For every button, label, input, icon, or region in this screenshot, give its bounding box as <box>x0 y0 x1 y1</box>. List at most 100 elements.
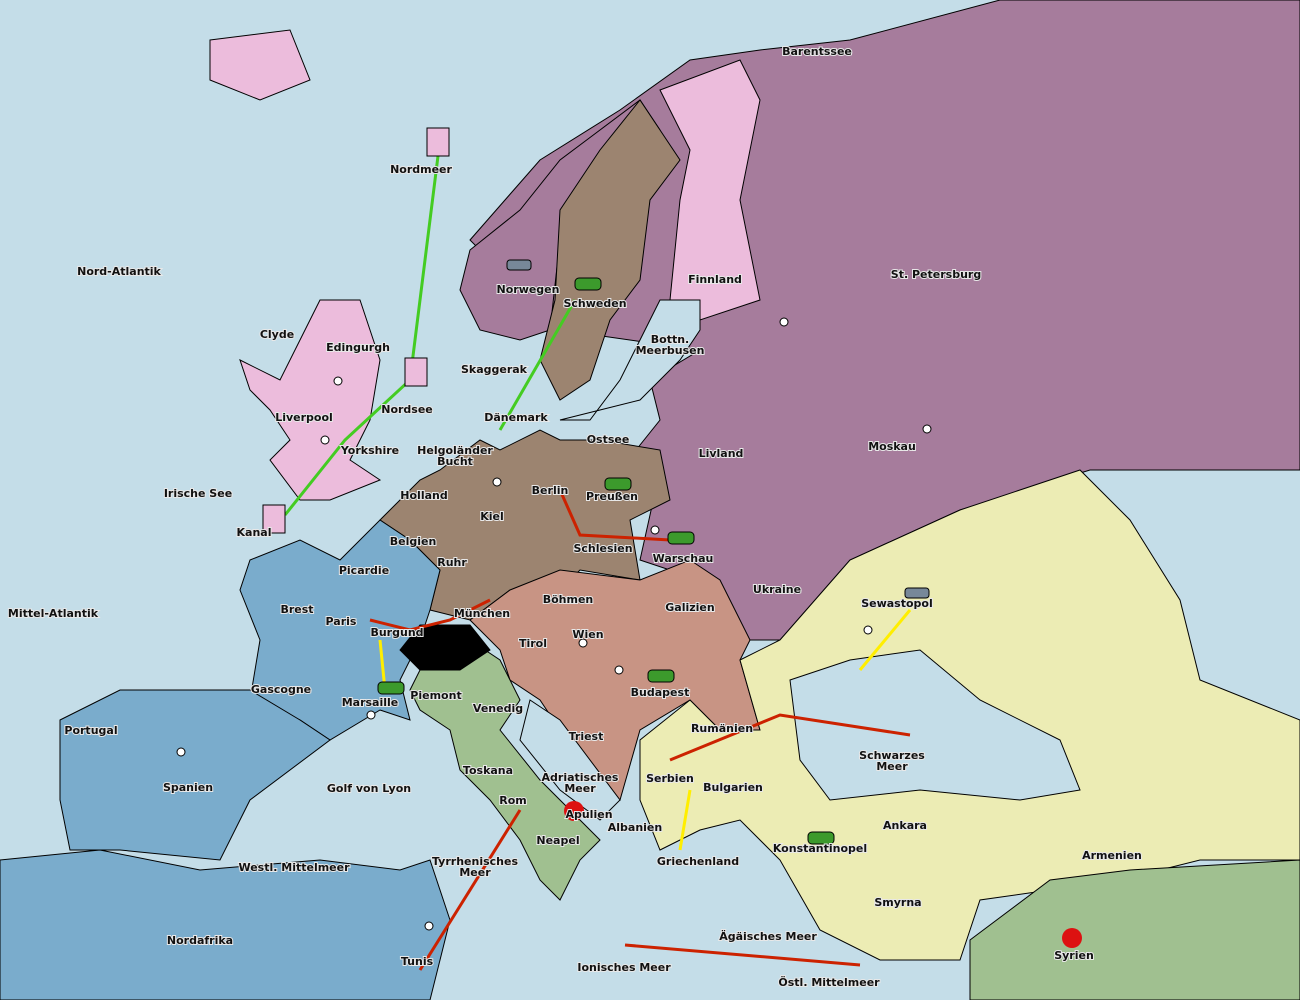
schwarzes-meer <box>789 649 1081 801</box>
region-label: Rumänien <box>691 722 753 735</box>
region-label: Yorkshire <box>340 444 399 457</box>
region-label: Kiel <box>480 510 504 523</box>
region-label: Smyrna <box>874 896 921 909</box>
region-label: Bucht <box>437 455 473 468</box>
order-line <box>283 139 442 516</box>
order-line <box>558 489 671 542</box>
region-label: Meer <box>876 760 908 773</box>
region-label: Gascogne <box>251 683 311 696</box>
army <box>667 531 695 545</box>
region-label: Kanal <box>237 526 272 539</box>
supply-center <box>922 424 932 434</box>
region-label: Preußen <box>586 490 638 503</box>
region-label: Budapest <box>631 686 690 699</box>
syrien <box>969 859 1300 1000</box>
region-label: Skaggerak <box>461 363 528 376</box>
region-label: Edingurgh <box>326 341 390 354</box>
army <box>574 277 602 291</box>
region-label: Meer <box>459 866 491 879</box>
region-label: Liverpool <box>275 411 333 424</box>
region-label: St. Petersburg <box>891 268 981 281</box>
italien <box>409 639 601 901</box>
order-line <box>678 789 692 851</box>
fleet <box>506 259 532 271</box>
region-label: Paris <box>326 615 357 628</box>
region-label: Berlin <box>532 484 569 497</box>
region-label: Triest <box>569 730 604 743</box>
region-label: Venedig <box>473 702 523 715</box>
england <box>239 299 382 501</box>
region-label: Schweden <box>563 297 626 310</box>
supply-center <box>492 477 502 487</box>
region-label: Brest <box>280 603 313 616</box>
region-label: Finnland <box>688 273 742 286</box>
region-label: Sewastopol <box>861 597 933 610</box>
island <box>209 29 311 101</box>
supply-center <box>320 435 330 445</box>
region-label: Meerbusen <box>636 344 705 357</box>
dislodged <box>564 801 584 821</box>
region-label: Belgien <box>390 535 437 548</box>
region-label: Wien <box>572 628 603 641</box>
schweiz <box>399 624 491 671</box>
region-label: Barentssee <box>782 45 852 58</box>
region-label: Bulgarien <box>703 781 763 794</box>
region-label: Apulien <box>565 808 612 821</box>
region-label: Ionisches Meer <box>577 961 671 974</box>
region-label: Toskana <box>463 764 513 777</box>
region-label: Piemont <box>410 689 461 702</box>
region-label: Irische See <box>164 487 232 500</box>
fleet <box>426 127 450 157</box>
region-label: Clyde <box>260 328 294 341</box>
region-label: Golf von Lyon <box>327 782 411 795</box>
region-label: Serbien <box>646 772 694 785</box>
region-label: Schlesien <box>573 542 632 555</box>
adria <box>519 699 621 821</box>
fleet <box>404 357 428 387</box>
supply-center <box>578 638 588 648</box>
ostsee <box>559 299 701 421</box>
dislodged <box>1062 928 1082 948</box>
region-label: Griechenland <box>657 855 739 868</box>
region-label: Burgund <box>370 626 423 639</box>
region-label: Warschau <box>653 552 714 565</box>
region-label: Dänemark <box>484 411 548 424</box>
region-label: Neapel <box>536 834 579 847</box>
region-label: Norwegen <box>497 283 560 296</box>
nordafrika <box>0 849 451 1000</box>
region-label: Ankara <box>883 819 927 832</box>
region-label: Albanien <box>608 821 662 834</box>
region-label: Ostsee <box>587 433 630 446</box>
region-label: Östl. Mittelmeer <box>778 975 880 989</box>
region-label: Schwarzes <box>859 749 925 762</box>
region-label: Meer <box>564 782 596 795</box>
region-label: Westl. Mittelmeer <box>238 861 350 874</box>
finnland <box>659 59 761 321</box>
iberien <box>59 689 331 861</box>
region-label: Nordmeer <box>390 163 452 176</box>
supply-center <box>863 625 873 635</box>
region-label: Portugal <box>64 724 117 737</box>
army <box>604 477 632 491</box>
region-label: Mittel-Atlantik <box>8 607 99 620</box>
supply-center <box>650 525 660 535</box>
units <box>262 127 1082 948</box>
region-label: Bottn. <box>651 333 689 346</box>
region-label: Marsaille <box>342 696 399 709</box>
region-label: Tyrrhenisches <box>432 855 518 868</box>
region-label: Nordafrika <box>167 934 233 947</box>
supply-center <box>424 921 434 931</box>
region-label: Nord-Atlantik <box>77 265 161 278</box>
order-line <box>858 609 912 671</box>
order-line <box>669 713 911 762</box>
region-label: Rom <box>499 794 527 807</box>
region-label: Ägäisches Meer <box>719 929 817 943</box>
supply-center <box>614 665 624 675</box>
fleet <box>904 587 930 599</box>
region-label: Ukraine <box>753 583 801 596</box>
labels: Barentssee Nordmeer Nord-Atlantik Finnland S… <box>7 44 1143 990</box>
army <box>377 681 405 695</box>
region-label: Tunis <box>401 955 434 968</box>
region-label: Spanien <box>163 781 213 794</box>
